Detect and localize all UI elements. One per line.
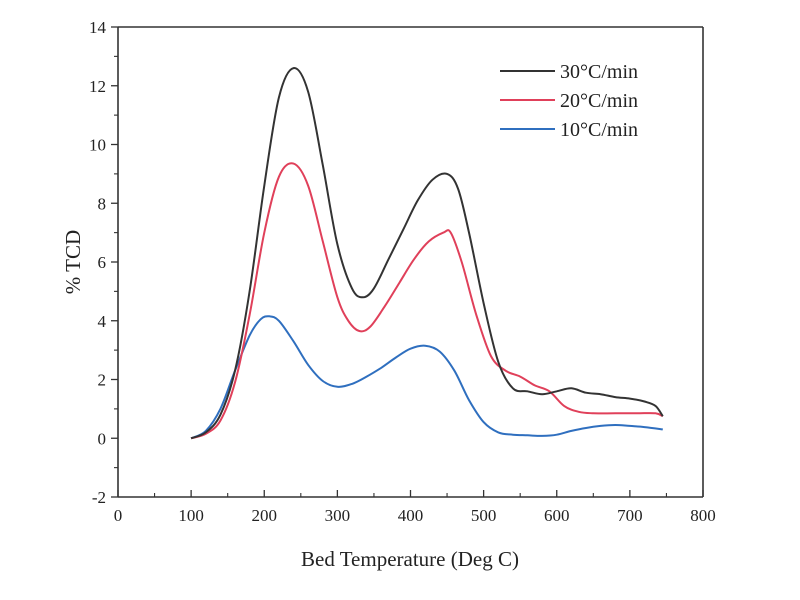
x-tick-label: 800 xyxy=(690,506,716,525)
y-axis-title: % TCD xyxy=(61,230,85,294)
y-tick-label: -2 xyxy=(92,488,106,507)
series-line-30-c-min xyxy=(190,67,664,440)
series-line-20-c-min xyxy=(190,162,664,440)
y-tick-label: 0 xyxy=(98,429,107,448)
x-tick-label: 400 xyxy=(398,506,424,525)
legend-label: 30°C/min xyxy=(560,61,638,83)
legend: 30°C/min 20°C/min 10°C/min xyxy=(500,61,638,141)
x-tick-label: 300 xyxy=(325,506,351,525)
y-tick-label: 2 xyxy=(98,371,107,390)
series-line-10-c-min xyxy=(190,315,663,440)
y-tick-label: 14 xyxy=(89,18,107,37)
y-tick-label: 6 xyxy=(98,253,107,272)
y-tick-label: 12 xyxy=(89,77,106,96)
x-tick-label: 500 xyxy=(471,506,497,525)
x-tick-label: 600 xyxy=(544,506,570,525)
axes: 0 100 200 300 400 500 600 700 800 -2 0 2 4 6 8 10 12 14 xyxy=(89,18,716,525)
legend-label: 20°C/min xyxy=(560,90,638,112)
x-axis-title: Bed Temperature (Deg C) xyxy=(301,547,519,571)
y-tick-label: 10 xyxy=(89,136,106,155)
series-layer xyxy=(190,67,664,440)
x-tick-label: 700 xyxy=(617,506,643,525)
y-tick-label: 4 xyxy=(98,312,107,331)
y-tick-label: 8 xyxy=(98,194,107,213)
x-tick-label: 0 xyxy=(114,506,123,525)
legend-label: 10°C/min xyxy=(560,119,638,141)
x-tick-label: 200 xyxy=(252,506,278,525)
x-tick-label: 100 xyxy=(178,506,204,525)
